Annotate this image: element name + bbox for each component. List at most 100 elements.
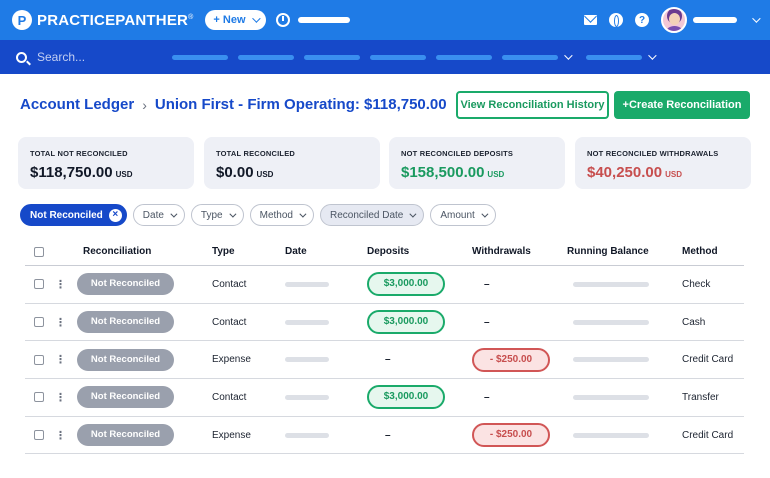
card-value: $0.00 USD [216, 164, 274, 181]
date-placeholder [285, 432, 329, 438]
column-header-running-balance[interactable]: Running Balance [567, 246, 649, 257]
logo[interactable]: P PRACTICEPANTHER® [12, 10, 193, 30]
filter-amount[interactable]: Amount [430, 204, 496, 226]
globe-icon[interactable] [609, 13, 623, 27]
help-icon[interactable]: ? [635, 13, 649, 27]
chevron-down-icon [228, 210, 237, 218]
row-menu-icon[interactable]: ⋮ [55, 316, 66, 329]
column-header-deposits[interactable]: Deposits [367, 246, 410, 257]
withdrawal-amount: - $250.00 [472, 347, 550, 372]
row-checkbox[interactable] [34, 279, 44, 290]
ledger-table: Reconciliation Type Date Deposits Withdr… [25, 238, 744, 455]
avatar[interactable] [661, 7, 687, 33]
new-button[interactable]: + New [205, 10, 266, 30]
running-balance-placeholder [573, 394, 649, 400]
column-header-type[interactable]: Type [212, 246, 235, 257]
type-cell: Contact [212, 278, 247, 290]
deposit-amount: $3,000.00 [367, 310, 445, 335]
withdrawal-amount: - $250.00 [472, 423, 550, 448]
type-cell: Contact [212, 316, 247, 328]
chevron-down-icon [409, 210, 417, 218]
empty-withdrawal: – [484, 316, 490, 328]
running-balance-placeholder [573, 319, 649, 325]
table-row[interactable]: ⋮ Not Reconciled Contact $3,000.00 – Cash [25, 304, 744, 342]
logo-mark-icon: P [12, 10, 32, 30]
card-label: NOT RECONCILED DEPOSITS [401, 149, 514, 158]
nav-item[interactable] [586, 54, 642, 60]
type-cell: Expense [212, 354, 251, 366]
table-row[interactable]: ⋮ Not Reconciled Contact $3,000.00 – Transfer [25, 379, 744, 417]
timer-icon[interactable] [275, 13, 290, 27]
clear-filter-icon[interactable]: × [108, 208, 122, 222]
nav-item[interactable] [370, 54, 426, 60]
status-badge[interactable]: Not Reconciled [77, 424, 174, 447]
nav-item[interactable] [172, 54, 228, 60]
logo-text: PRACTICEPANTHER® [37, 11, 194, 29]
card-label: TOTAL RECONCILED [216, 149, 296, 158]
date-placeholder [285, 319, 329, 325]
row-menu-icon[interactable]: ⋮ [55, 429, 66, 442]
breadcrumb-root[interactable]: Account Ledger [20, 96, 135, 113]
row-menu-icon[interactable]: ⋮ [55, 278, 66, 291]
running-balance-placeholder [573, 281, 649, 287]
status-badge[interactable]: Not Reconciled [77, 311, 174, 334]
table-row[interactable]: ⋮ Not Reconciled Expense – - $250.00 Credit C… [25, 341, 744, 380]
nav-item[interactable] [238, 54, 294, 60]
nav-item[interactable] [304, 54, 360, 60]
filter-bar: Not Reconciled × Date Type Method Reconc… [20, 204, 496, 226]
breadcrumb: Account Ledger › Union First - Firm Oper… [20, 96, 447, 113]
user-menu-chevron-icon[interactable] [752, 14, 761, 23]
table-row[interactable]: ⋮ Not Reconciled Contact $3,000.00 – Check [25, 266, 744, 304]
card-value: $118,750.00 USD [30, 164, 133, 181]
row-checkbox[interactable] [34, 354, 44, 365]
nav-menu [172, 51, 657, 60]
deposit-amount: $3,000.00 [367, 272, 445, 297]
filter-reconciled-date[interactable]: Reconciled Date [319, 204, 425, 226]
status-badge[interactable]: Not Reconciled [77, 348, 174, 371]
summary-card-total-not-reconciled: TOTAL NOT RECONCILED $118,750.00 USD [18, 137, 194, 189]
search-input[interactable] [37, 50, 157, 64]
row-menu-icon[interactable]: ⋮ [55, 391, 66, 404]
chevron-down-icon [481, 210, 489, 218]
running-balance-placeholder [573, 432, 649, 438]
card-label: TOTAL NOT RECONCILED [30, 149, 128, 158]
create-reconciliation-button[interactable]: +Create Reconciliation [614, 91, 750, 119]
column-header-reconciliation[interactable]: Reconciliation [83, 246, 152, 257]
date-placeholder [285, 357, 329, 363]
empty-withdrawal: – [484, 391, 490, 403]
type-cell: Expense [212, 429, 251, 441]
filter-label: Not Reconciled [30, 209, 103, 221]
nav-item[interactable] [502, 54, 558, 60]
status-badge[interactable]: Not Reconciled [77, 386, 174, 409]
filter-date[interactable]: Date [132, 204, 185, 226]
filter-not-reconciled[interactable]: Not Reconciled × [20, 204, 127, 226]
column-header-withdrawals[interactable]: Withdrawals [472, 246, 531, 257]
filter-type[interactable]: Type [190, 204, 244, 226]
filter-method[interactable]: Method [249, 204, 314, 226]
chevron-down-icon [299, 210, 307, 218]
select-all-checkbox[interactable] [34, 246, 44, 257]
chevron-down-icon [170, 210, 178, 218]
table-row[interactable]: ⋮ Not Reconciled Expense – - $250.00 Credit C… [25, 417, 744, 455]
mail-icon[interactable] [584, 15, 597, 25]
chevron-down-icon[interactable] [564, 51, 573, 60]
search-icon [16, 51, 27, 63]
row-menu-icon[interactable]: ⋮ [55, 354, 66, 367]
column-header-date[interactable]: Date [285, 246, 307, 257]
view-reconciliation-history-button[interactable]: View Reconciliation History [456, 91, 609, 119]
row-checkbox[interactable] [34, 317, 44, 328]
summary-card-total-reconciled: TOTAL RECONCILED $0.00 USD [204, 137, 380, 189]
row-checkbox[interactable] [34, 392, 44, 403]
user-name-placeholder[interactable] [693, 17, 737, 23]
nav-item[interactable] [436, 54, 492, 60]
chevron-down-icon[interactable] [648, 51, 657, 60]
empty-deposit: – [385, 429, 391, 441]
method-cell: Credit Card [682, 429, 734, 441]
status-badge[interactable]: Not Reconciled [77, 273, 174, 296]
deposit-amount: $3,000.00 [367, 385, 445, 410]
chevron-down-icon [251, 14, 261, 23]
method-cell: Cash [682, 316, 706, 328]
top-bar: P PRACTICEPANTHER® + New ? [0, 0, 770, 40]
column-header-method[interactable]: Method [682, 246, 718, 257]
row-checkbox[interactable] [34, 430, 44, 441]
